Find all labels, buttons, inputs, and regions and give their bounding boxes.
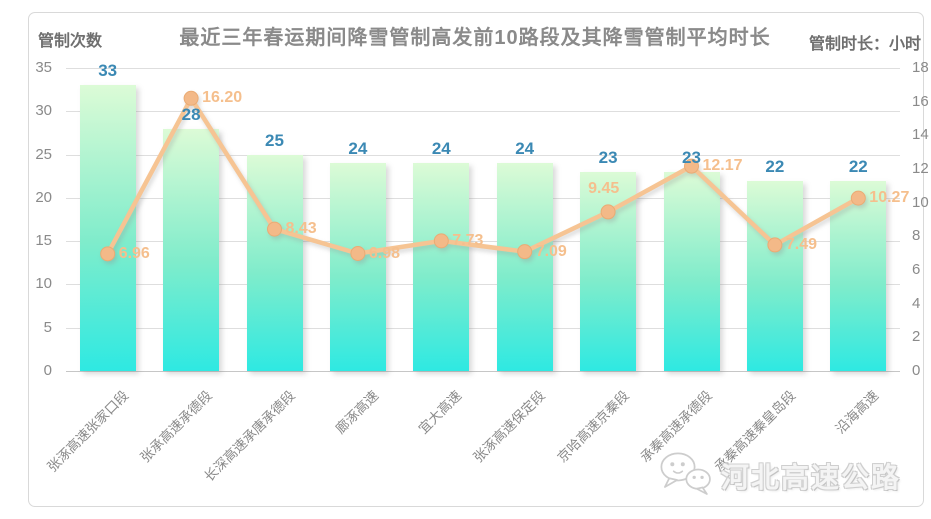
line-value-label: 6.96 — [118, 244, 150, 262]
y-axis-tick-left: 0 — [43, 362, 52, 379]
line-value-label: 16.20 — [202, 89, 243, 107]
bar-value-label: 24 — [348, 139, 368, 159]
gridline — [66, 327, 900, 329]
bar-value-label: 24 — [515, 139, 535, 159]
bar — [496, 163, 553, 371]
wechat-icon — [657, 450, 713, 501]
y-axis-tick-left: 10 — [35, 275, 52, 293]
right-axis-caption: 管制时长：小时 — [808, 36, 921, 53]
bar — [663, 171, 720, 371]
y-axis-tick-right: 8 — [912, 227, 921, 245]
y-axis-tick-right: 16 — [912, 92, 929, 110]
y-axis-tick-left: 35 — [35, 59, 52, 76]
y-axis-tick-left: 30 — [35, 102, 52, 120]
watermark-label: 河北高速公路 — [720, 461, 901, 493]
y-axis-tick-left: 25 — [35, 145, 52, 163]
y-axis-tick-left: 15 — [35, 232, 52, 250]
bar — [329, 163, 386, 371]
watermark: 河北高速公路 — [657, 450, 901, 501]
y-axis-tick-right: 0 — [912, 362, 921, 379]
y-axis-tick-right: 14 — [912, 126, 929, 144]
line-value-label: 9.45 — [588, 179, 620, 197]
y-axis-tick-right: 12 — [912, 160, 929, 177]
y-axis-tick-right: 6 — [912, 261, 921, 278]
y-axis-tick-right: 18 — [912, 59, 929, 76]
left-axis-caption: 管制次数 — [38, 33, 103, 50]
line-value-label: 7.49 — [785, 235, 818, 253]
bar-value-label: 24 — [431, 139, 451, 159]
bar — [746, 180, 803, 371]
line-value-label: 8.43 — [285, 220, 317, 238]
bar — [413, 163, 470, 371]
plot-area: 35 30 25 20 15 10 5 0 18 16 14 12 10 8 6 4 2 0 33 张涿高速张家口段 2… — [35, 59, 928, 484]
line-value-label: 6.98 — [368, 244, 401, 262]
gridline — [66, 284, 900, 286]
bar-value-label: 22 — [765, 156, 785, 176]
gridline — [66, 371, 900, 372]
bar — [163, 128, 220, 371]
bar — [580, 171, 637, 371]
y-axis-tick-right: 10 — [912, 193, 929, 211]
bar-value-label: 33 — [98, 61, 118, 81]
bar — [830, 180, 887, 371]
bar-value-label: 22 — [848, 156, 868, 176]
y-axis-tick-right: 4 — [912, 294, 921, 312]
y-axis-tick-right: 2 — [912, 328, 921, 346]
bar — [246, 154, 303, 371]
chart-title: 最近三年春运期间降雪管制高发前10路段及其降雪管制平均时长 — [179, 27, 771, 49]
line-value-label: 12.17 — [702, 157, 743, 175]
gridline — [66, 68, 900, 69]
line-value-label: 10.27 — [869, 189, 910, 207]
bar — [79, 85, 136, 371]
bar-value-label: 25 — [265, 130, 284, 150]
line-marker — [183, 90, 199, 106]
line-value-label: 7.73 — [452, 231, 484, 249]
bar-value-label: 23 — [598, 147, 618, 167]
line-value-label: 7.09 — [535, 242, 567, 260]
y-axis-tick-left: 5 — [43, 318, 52, 336]
y-axis-tick-left: 20 — [35, 188, 52, 206]
